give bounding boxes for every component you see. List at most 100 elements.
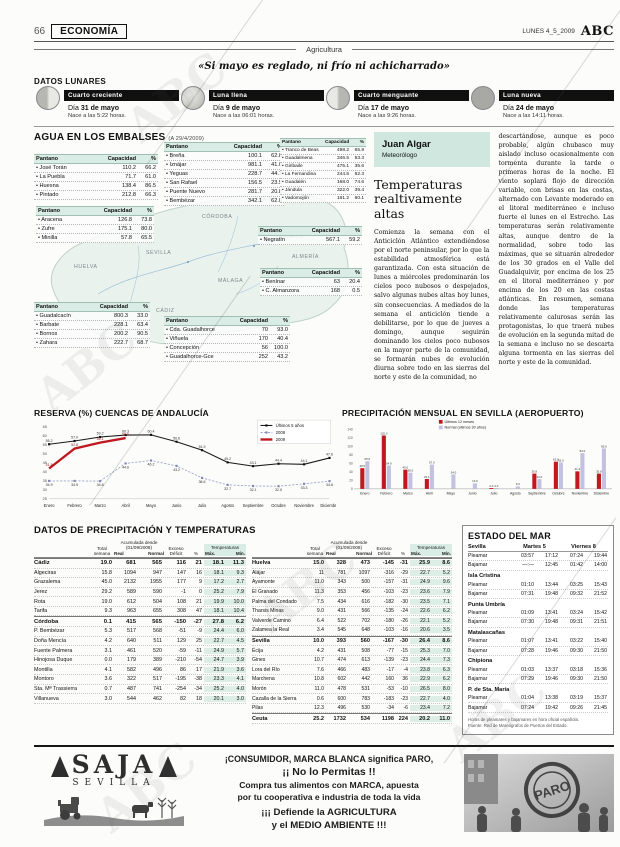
svg-text:32.7: 32.7 [224, 487, 231, 491]
forecast-column-1: Juan Algar Meteorólogo Temperaturas real… [374, 132, 490, 404]
ad-line: por tu cooperativa e industria de toda l… [237, 792, 421, 803]
map-label-cordoba: CÓRDOBA [202, 214, 233, 220]
asaja-advertisement: SAJA SEVILLA ¡CONSUMIDOR, MARCA BLANCA s [34, 744, 614, 832]
topic-label: Agricultura [306, 45, 342, 54]
svg-text:30: 30 [43, 487, 47, 492]
forecast-article: Juan Algar Meteorólogo Temperaturas real… [374, 132, 614, 404]
forecast-body-2: descartándose, aunque es poco probable, … [498, 133, 615, 367]
moon-phase-date: Día 31 de mayo [68, 105, 119, 112]
svg-text:Normal (últimos 30 años): Normal (últimos 30 años) [444, 426, 486, 430]
moon-rise-time: Nace a las 14:11 horas. [503, 113, 564, 119]
svg-text:Últimos 5 años: Últimos 5 años [276, 423, 304, 428]
weather-table-title: DATOS DE PRECIPITACIÓN Y TEMPERATURAS [34, 524, 256, 536]
section-label: ECONOMÍA [51, 24, 128, 39]
svg-text:Últimos 12 meses: Últimos 12 meses [444, 419, 474, 424]
weather-row: Villanueva 3.0 544 462 82 18 20.1 3.0 [34, 694, 246, 704]
svg-text:57.0: 57.0 [429, 460, 435, 464]
reserva-chart-box: RESERVA (%) CUENCAS DE ANDALUCÍA 25 30 35 4… [34, 408, 339, 519]
svg-text:45: 45 [43, 460, 47, 465]
svg-text:Diciembre: Diciembre [594, 491, 610, 495]
svg-text:84.0: 84.0 [580, 449, 586, 453]
sea-state-box: ESTADO DEL MAR Sevilla Martes 5 Viernes … [462, 524, 614, 735]
weather-row: Gines 10.7 474 613 -139 -23 24.4 7.3 [252, 656, 452, 666]
svg-text:54.9: 54.9 [386, 461, 392, 465]
tide-row: Pleamar 01:09 13:41 03:24 15:42 [468, 609, 608, 619]
weather-row: Valverde Camino 6.4 522 702 -180 -26 22.… [252, 616, 452, 627]
svg-text:56.1: 56.1 [97, 437, 104, 441]
svg-text:Octubre: Octubre [552, 491, 564, 495]
svg-text:Mayo: Mayo [146, 503, 157, 508]
svg-text:34.9: 34.9 [46, 483, 53, 487]
svg-text:55: 55 [43, 442, 47, 447]
asaja-triangle-icon [159, 755, 178, 777]
edition-date: LUNES 4_5_2009 [522, 28, 575, 35]
svg-text:95.0: 95.0 [601, 444, 607, 448]
reservoirs-title: AGUA EN LOS EMBALSES (A 29/4/2009) [34, 132, 205, 143]
proverb-quote: «Si mayo es reglado, ni frío ni achichar… [198, 61, 450, 72]
tide-row: Pleamar 03:57 17:12 07:24 19:44 [468, 552, 608, 562]
svg-text:100: 100 [347, 444, 353, 448]
svg-text:65.0: 65.0 [365, 457, 371, 461]
tide-row: Pleamar 01:07 13:41 03:22 15:40 [468, 637, 608, 647]
svg-text:20: 20 [349, 479, 353, 483]
weather-row: Jerez 29.2 589 590 -1 0 25.2 7.9 [34, 588, 246, 598]
tide-row: Bajamar 07:29 19:46 09:30 21:50 [468, 675, 608, 685]
svg-text:34.0: 34.0 [451, 470, 457, 474]
svg-text:56.6: 56.6 [173, 436, 180, 440]
lunar-title: DATOS LUNARES [34, 77, 107, 86]
svg-text:Febrero: Febrero [380, 491, 392, 495]
precipitation-chart: 0 20 40 60 80 100 120 140 Enero Febrero Marzo Abril… [342, 419, 614, 506]
svg-text:Marzo: Marzo [94, 503, 106, 508]
reserva-chart: 25 30 35 40 45 50 55 60 65 Enero Febrero Marzo Abril… [34, 419, 339, 519]
moon-phase-date: Día 9 de mayo [213, 105, 261, 112]
tide-row: Chipiona [468, 658, 493, 665]
weather-row: P. Bembézar 5.3 517 568 -51 -9 24.4 6.0 [34, 627, 246, 637]
page-number: 66 [34, 26, 46, 37]
asaja-logo: SAJA SEVILLA [34, 753, 194, 831]
weather-data-section: DATOS DE PRECIPITACIÓN Y TEMPERATURAS To… [34, 524, 614, 735]
tide-row: Matalascañas [468, 630, 505, 637]
svg-text:32.1: 32.1 [250, 488, 257, 492]
ad-line: y el MEDIO AMBIENTE !!! [271, 820, 387, 832]
ad-line: ¡CONSUMIDOR, MARCA BLANCA significa PARO… [224, 754, 434, 765]
svg-text:13.0: 13.0 [472, 479, 478, 483]
svg-text:34.8: 34.8 [97, 483, 104, 487]
weather-row: El Granado 11.3 353 456 -103 -23 23.6 7.… [252, 588, 452, 598]
tide-row: Bajamar 07:28 19:46 09:30 21:50 [468, 647, 608, 656]
svg-text:23.0: 23.0 [537, 475, 543, 479]
svg-text:Marzo: Marzo [403, 491, 413, 495]
tide-row: Pleamar 01:04 13:38 03:19 15:37 [468, 694, 608, 704]
reservoirs-forecast-row: AGUA EN LOS EMBALSES (A 29/4/2009) HUELV… [34, 132, 614, 404]
weather-row: Palma del Condado 7.5 434 616 -182 -30 2… [252, 597, 452, 607]
weather-row: Huelva 15.0 328 473 -145 -31 25.9 8.6 [252, 557, 452, 569]
svg-text:6.0: 6.0 [516, 482, 520, 486]
weather-row: Pilas 12.3 496 530 -34 -6 23.4 7.2 [252, 704, 452, 714]
sea-state-title: ESTADO DEL MAR [468, 530, 551, 541]
svg-text:0: 0 [351, 487, 353, 491]
reservoirs-date-note: (A 29/4/2009) [168, 136, 205, 142]
moon-phase-label: Cuarto menguante [354, 90, 469, 101]
weather-row: Algeciras 15.8 1094 947 147 16 18.1 9.3 [34, 569, 246, 579]
weather-row: Marchena 10.8 602 442 160 36 22.9 6.2 [252, 675, 452, 685]
weather-row: Montilla 4.1 582 496 86 17 21.9 3.6 [34, 665, 246, 676]
reserva-chart-title: RESERVA (%) CUENCAS DE ANDALUCÍA [34, 408, 209, 418]
svg-text:Mayo: Mayo [447, 491, 455, 495]
svg-text:120: 120 [347, 436, 353, 440]
